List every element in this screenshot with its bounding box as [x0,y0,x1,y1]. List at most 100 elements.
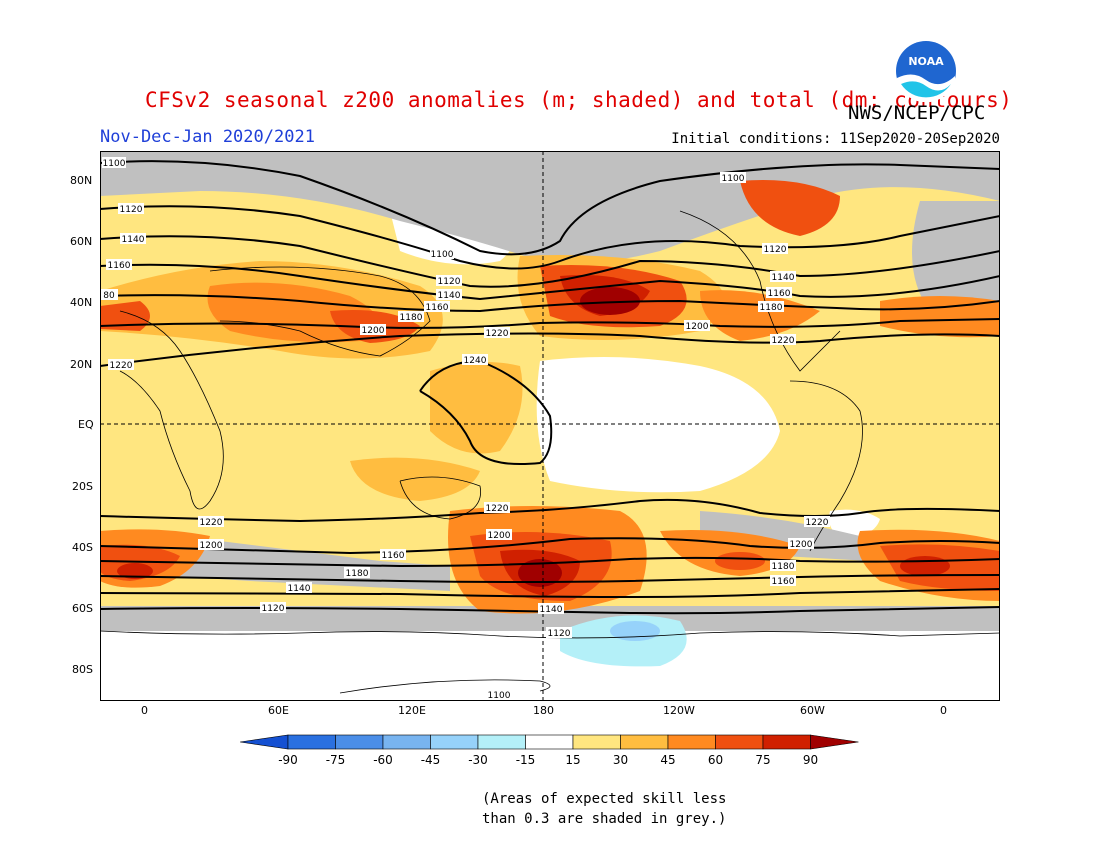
contour-label: 1120 [762,243,788,255]
contour-1220-south [100,498,1000,523]
colorbar-tick-label: 75 [755,753,770,767]
contour-1100 [100,160,1000,256]
contour-label: 1140 [538,603,564,615]
svg-text:1160: 1160 [772,577,795,587]
agency-label: NWS/NCEP/CPC [848,102,986,124]
lat-label: 20N [70,358,93,371]
svg-text:1220: 1220 [200,518,223,528]
noaa-logo: NOAA [896,41,956,102]
svg-text:1220: 1220 [772,336,795,346]
lon-label: 60W [800,704,825,717]
lat-label: 40S [72,541,93,554]
contour-label: 1220 [804,516,830,528]
lon-label: 120E [398,704,426,717]
colorbar-tick-label: -60 [373,753,393,767]
europe-low-skill [912,201,1000,311]
colorbar-cell [525,734,574,750]
colorbar-tick-label: 45 [660,753,675,767]
contour-label: 1200 [788,538,814,550]
svg-text:1200: 1200 [362,326,385,336]
north-america-coastline [679,210,841,372]
svg-text:1180: 1180 [772,562,795,572]
antarctica-interior-line [339,679,551,694]
lon-label: 0 [141,704,148,717]
svg-text:1200: 1200 [200,541,223,551]
contour-label: 1120 [118,203,144,215]
contour-label: 1180 [344,567,370,579]
svg-text:1220: 1220 [486,329,509,339]
lat-label: 60N [70,235,93,248]
svg-text:1200: 1200 [790,540,813,550]
tasman-anomaly-90 [518,559,562,587]
asia-coastline [209,266,431,357]
svg-text:1220: 1220 [486,504,509,514]
svg-text:1100: 1100 [103,159,126,169]
anomaly-map: 1100 1100 1100 1120 1120 1120 1140 1140 … [100,151,1000,701]
lon-label: 180 [533,704,554,717]
contour-label: 1160 [766,287,792,299]
lon-label: 120W [663,704,695,717]
australia-coastline [399,476,482,520]
map-frame [100,151,1000,701]
svg-text:1100: 1100 [431,250,454,260]
svg-text:1140: 1140 [122,235,145,245]
lat-label: 20S [72,480,93,493]
contour-label: 1200 [684,320,710,332]
colorbar-tick-label: 60 [708,753,723,767]
lon-label: 60E [268,704,289,717]
lat-label: 80S [72,663,93,676]
anomaly-colorbar: -90 -75 -60 -45 -30 -15 15 30 45 60 75 90 [240,734,859,767]
colorbar-tick-label: -90 [278,753,298,767]
atlantic-anomaly-45 [880,296,1000,338]
contour-label: 1180 [758,301,784,313]
antarctic-anomaly-neg30 [610,621,660,641]
contour-label: 1140 [286,582,312,594]
contour-1160 [100,263,1000,301]
south-pacific-anomaly-60 [715,552,765,570]
svg-text:1120: 1120 [548,629,571,639]
antarctic-neutral-region [100,631,1000,701]
south-atlantic-anomaly-75 [117,563,153,579]
colorbar-tick-label: -45 [421,753,441,767]
contour-1200-south [100,537,1000,555]
contour-label: 1220 [198,516,224,528]
svg-text:1140: 1140 [288,584,311,594]
noaa-logo-text: NOAA [908,55,944,68]
lat-label: 60S [72,602,93,615]
arctic-low-skill [100,151,1000,265]
contour-label: 1160 [380,549,406,561]
season-label: Nov-Dec-Jan 2020/2021 [100,127,315,147]
svg-text:1220: 1220 [110,361,133,371]
lat-label: EQ [78,418,94,431]
colorbar-cell [572,734,621,750]
svg-text:1200: 1200 [686,322,709,332]
svg-text:1160: 1160 [108,261,131,271]
skill-footnote-line1: (Areas of expected skill less [482,791,727,807]
svg-text:1100: 1100 [722,174,745,184]
svg-text:80: 80 [103,291,115,301]
contour-label: 1240 [462,354,488,366]
svg-text:1120: 1120 [764,245,787,255]
contour-1220-north [100,332,1000,367]
colorbar-cell [762,734,811,750]
svg-text:1100: 1100 [488,691,511,701]
contour-label: 1220 [770,334,796,346]
north-pacific-anomaly-90 [580,287,640,315]
contour-label: 1220 [484,327,510,339]
contour-1200 [100,318,1000,329]
contour-label: 1100 [720,172,746,184]
colorbar-cell [620,734,669,750]
colorbar-arrow-high [810,734,859,750]
contour-label: 1140 [436,289,462,301]
west-africa-anomaly-60 [100,301,150,331]
colorbar-arrow-low [240,734,289,750]
contour-label: 1140 [120,233,146,245]
antarctica-coastline [100,630,1000,639]
lon-label: 0 [940,704,947,717]
colorbar-cell [477,734,526,750]
contour-labels: 1100 1100 1100 1120 1120 1120 1140 1140 … [100,157,830,701]
contour-1180-south [100,556,1000,568]
colorbar-tick-label: 90 [803,753,818,767]
contour-label: 1160 [424,301,450,313]
contour-label: 1180 [770,560,796,572]
